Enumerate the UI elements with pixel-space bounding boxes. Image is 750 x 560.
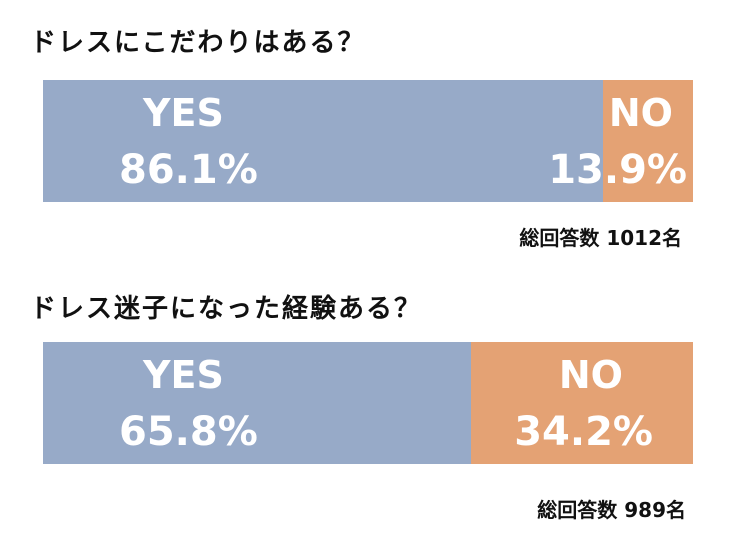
total-respondents: 総回答数 1012名 xyxy=(519,226,682,250)
dress-lost-experience-chart: ドレス迷子になった経験ある？ YES 65.8% NO 34.2% 総回答数 9… xyxy=(0,280,750,560)
bar-segment-no: NO 34.2% xyxy=(470,342,693,464)
segment-value-yes: 86.1% xyxy=(119,147,258,193)
total-respondents: 総回答数 989名 xyxy=(537,498,686,522)
segment-value-yes: 65.8% xyxy=(119,409,258,455)
bar-segment-yes: YES 86.1% xyxy=(43,80,603,202)
bar-segment-no: NO 13.9% xyxy=(548,80,693,202)
segment-label-no: NO xyxy=(608,91,673,135)
chart-title: ドレス迷子になった経験ある？ xyxy=(30,294,423,324)
dress-preference-chart: ドレスにこだわりはある？ YES 86.1% NO 13.9% 総回答数 101… xyxy=(30,28,693,250)
segment-value-no: 34.2% xyxy=(514,409,653,455)
segment-label-yes: YES xyxy=(143,91,224,135)
chart-title: ドレスにこだわりはある？ xyxy=(30,28,366,58)
segment-label-yes: YES xyxy=(143,353,224,397)
segment-label-no: NO xyxy=(558,353,623,397)
segment-value-no: 13.9% xyxy=(548,147,687,193)
bar-segment-yes: YES 65.8% xyxy=(43,342,471,464)
stacked-bar: YES 65.8% NO 34.2% xyxy=(43,342,693,464)
stacked-bar: YES 86.1% NO 13.9% xyxy=(43,80,693,202)
